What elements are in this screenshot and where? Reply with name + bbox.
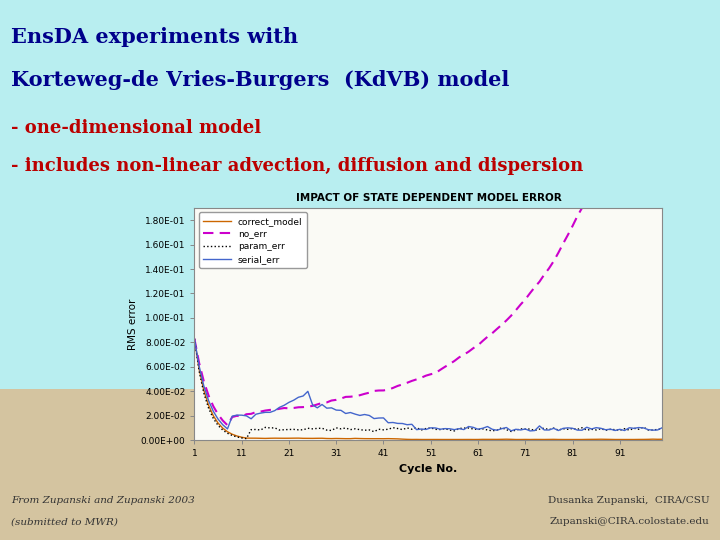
no_err	[436, 367, 444, 373]
param_err	[658, 426, 667, 432]
correct_model	[639, 436, 648, 443]
param_err	[190, 335, 199, 342]
no_err	[223, 422, 232, 428]
Bar	[0, 389, 720, 540]
correct_model	[417, 436, 426, 443]
serial_err	[280, 402, 289, 408]
serial_err	[431, 425, 440, 431]
serial_err	[658, 424, 667, 431]
no_err	[304, 403, 312, 410]
Text: EnsDA experiments with: EnsDA experiments with	[11, 27, 298, 47]
correct_model	[190, 335, 199, 342]
no_err	[644, 205, 652, 211]
correct_model	[658, 436, 667, 442]
param_err	[625, 427, 634, 434]
no_err	[577, 205, 586, 211]
param_err	[304, 425, 312, 431]
param_err	[436, 426, 444, 433]
Bar	[0, 0, 720, 389]
Line: no_err: no_err	[194, 208, 662, 425]
Text: From Zupanski and Zupanski 2003: From Zupanski and Zupanski 2003	[11, 496, 194, 505]
Text: Korteweg-de Vries-Burgers  (KdVB) model: Korteweg-de Vries-Burgers (KdVB) model	[11, 70, 509, 90]
param_err	[242, 435, 251, 442]
Line: serial_err: serial_err	[194, 339, 662, 431]
correct_model	[625, 436, 634, 443]
correct_model	[436, 436, 444, 443]
Text: Dusanka Zupanski,  CIRA/CSU: Dusanka Zupanski, CIRA/CSU	[548, 496, 709, 505]
X-axis label: Cycle No.: Cycle No.	[400, 464, 457, 474]
serial_err	[299, 393, 307, 399]
Text: - one-dimensional model: - one-dimensional model	[11, 119, 261, 137]
correct_model	[299, 435, 307, 442]
param_err	[474, 426, 482, 433]
Legend: correct_model, no_err, param_err, serial_err: correct_model, no_err, param_err, serial…	[199, 212, 307, 268]
Text: Zupanski@CIRA.colostate.edu: Zupanski@CIRA.colostate.edu	[549, 517, 709, 526]
Text: - includes non-linear advection, diffusion and dispersion: - includes non-linear advection, diffusi…	[11, 157, 583, 174]
serial_err	[625, 424, 634, 431]
Title: IMPACT OF STATE DEPENDENT MODEL ERROR: IMPACT OF STATE DEPENDENT MODEL ERROR	[295, 193, 562, 203]
Line: correct_model: correct_model	[194, 339, 662, 440]
Line: param_err: param_err	[194, 339, 662, 438]
param_err	[284, 426, 293, 433]
no_err	[658, 205, 667, 211]
no_err	[630, 205, 639, 211]
param_err	[639, 424, 648, 430]
Text: (submitted to MWR): (submitted to MWR)	[11, 517, 117, 526]
Y-axis label: RMS error: RMS error	[128, 298, 138, 350]
correct_model	[474, 436, 482, 443]
correct_model	[280, 435, 289, 442]
no_err	[190, 335, 199, 342]
serial_err	[639, 424, 648, 431]
serial_err	[469, 424, 477, 430]
no_err	[284, 405, 293, 411]
serial_err	[190, 335, 199, 342]
serial_err	[526, 428, 534, 434]
no_err	[474, 342, 482, 348]
